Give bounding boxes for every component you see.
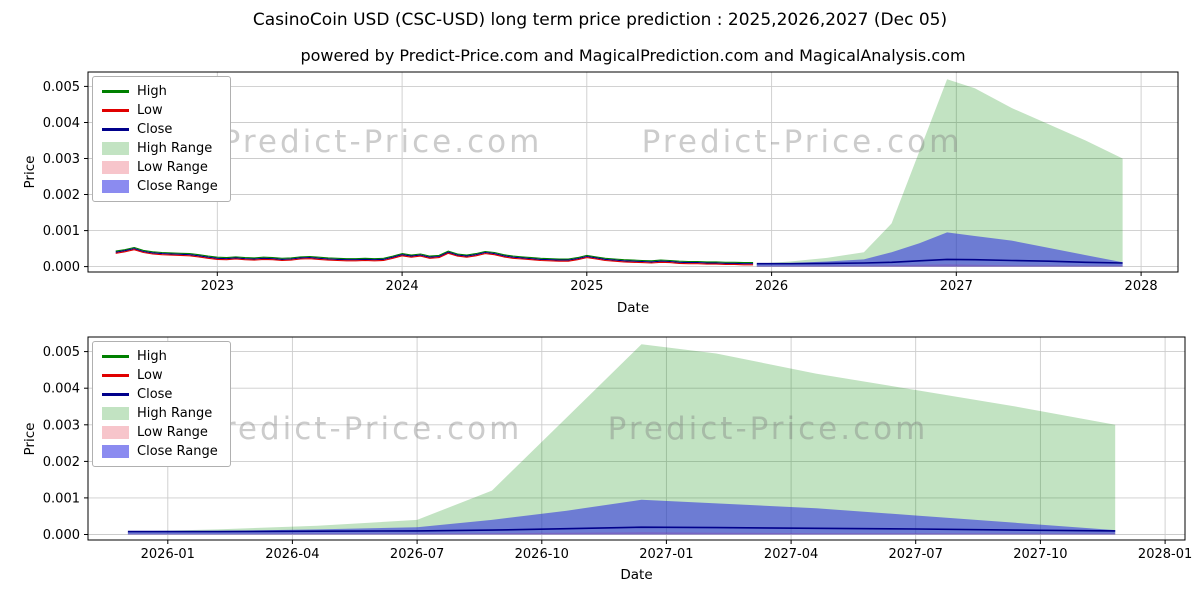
legend-swatch-high — [102, 355, 129, 358]
legend-item-close: Close — [102, 122, 218, 137]
x-tick-label: 2026-01 — [141, 547, 195, 562]
y-tick-label: 0.004 — [43, 382, 80, 397]
x-tick-label: 2027-01 — [639, 547, 693, 562]
legend-swatch-low-range — [102, 161, 129, 174]
prediction-close-line — [127, 526, 1116, 533]
legend-swatch-close — [102, 128, 129, 131]
bottom-chart-y-axis-label: Price — [22, 422, 38, 456]
legend-label: Close Range — [137, 444, 218, 459]
y-tick-label: 0.001 — [43, 491, 80, 506]
y-tick-label: 0.001 — [43, 224, 80, 239]
x-tick-label: 2026 — [755, 279, 788, 294]
top-chart-y-axis-label: Price — [22, 155, 38, 189]
legend-swatch-close-range — [102, 180, 129, 193]
legend-label: High Range — [137, 406, 213, 421]
legend-item-low-range: Low Range — [102, 160, 218, 175]
bottom-chart-legend: High Low Close High Range Low Range Close Ran… — [92, 341, 231, 467]
x-tick-label: 2024 — [386, 279, 419, 294]
x-tick-label: 2026-04 — [265, 547, 319, 562]
legend-label: Low — [137, 368, 163, 383]
bottom-chart: Predict-Price.com Predict-Price.com 2026-0… — [0, 325, 1200, 600]
x-tick-label: 2023 — [201, 279, 234, 294]
legend-label: Low — [137, 103, 163, 118]
watermark-text: Predict-Price.com — [608, 411, 929, 447]
x-tick-label: 2028 — [1125, 279, 1158, 294]
y-tick-label: 0.003 — [43, 152, 80, 167]
x-tick-label: 2028-01 — [1138, 547, 1192, 562]
high-line — [115, 246, 754, 264]
legend-item-low: Low — [102, 103, 218, 118]
legend-swatch-high-range — [102, 407, 129, 420]
legend-label: Low Range — [137, 425, 208, 440]
x-tick-label: 2027-07 — [889, 547, 943, 562]
legend-swatch-close-range — [102, 445, 129, 458]
figure-title: CasinoCoin USD (CSC-USD) long term price… — [252, 10, 948, 30]
y-tick-label: 0.002 — [43, 455, 80, 470]
legend-item-low: Low — [102, 368, 218, 383]
close-range-area — [756, 232, 1123, 267]
legend-label: Close — [137, 122, 173, 137]
legend-label: Low Range — [137, 160, 208, 175]
legend-label: Close — [137, 387, 173, 402]
watermark-text: Predict-Price.com — [642, 124, 963, 160]
top-chart-legend: High Low Close High Range Low Range Close Ran… — [92, 76, 231, 202]
bottom-chart-x-axis-label: Date — [620, 567, 653, 583]
y-tick-label: 0.000 — [43, 528, 80, 543]
legend-label: High Range — [137, 141, 213, 156]
top-chart-x-axis-label: Date — [616, 300, 650, 316]
legend-swatch-close — [102, 393, 129, 396]
high-range-area — [756, 79, 1123, 267]
bottom-chart-plot: Predict-Price.com Predict-Price.com 2026-0… — [43, 336, 1192, 562]
close-line — [115, 248, 754, 265]
legend-swatch-low — [102, 109, 129, 112]
plot-border — [87, 336, 1186, 541]
legend-item-high-range: High Range — [102, 141, 218, 156]
legend-label: High — [137, 349, 167, 364]
legend-label: High — [137, 84, 167, 99]
top-chart: Predict-Price.com Predict-Price.com 2023 20… — [0, 66, 1200, 325]
low-line — [115, 249, 754, 266]
y-tick-label: 0.004 — [43, 116, 80, 131]
x-tick-label: 2025 — [570, 279, 603, 294]
top-chart-plot: Predict-Price.com Predict-Price.com 2023 20… — [43, 71, 1179, 294]
x-tick-label: 2027 — [940, 279, 973, 294]
legend-item-close: Close — [102, 387, 218, 402]
legend-item-high: High — [102, 84, 218, 99]
legend-swatch-high-range — [102, 142, 129, 155]
y-tick-label: 0.003 — [43, 418, 80, 433]
watermark-text: Predict-Price.com — [202, 411, 523, 447]
prediction-close-line — [756, 258, 1123, 265]
x-tick-label: 2026-10 — [515, 547, 569, 562]
legend-item-high: High — [102, 349, 218, 364]
legend-swatch-high — [102, 90, 129, 93]
legend-item-close-range: Close Range — [102, 179, 218, 194]
y-tick-label: 0.002 — [43, 188, 80, 203]
y-tick-label: 0.005 — [43, 345, 80, 360]
legend-swatch-low — [102, 374, 129, 377]
legend-item-close-range: Close Range — [102, 444, 218, 459]
x-tick-label: 2027-10 — [1013, 547, 1067, 562]
watermark-text: Predict-Price.com — [222, 124, 543, 160]
legend-item-low-range: Low Range — [102, 425, 218, 440]
x-tick-label: 2026-07 — [390, 547, 444, 562]
x-tick-label: 2027-04 — [764, 547, 818, 562]
y-tick-label: 0.005 — [43, 80, 80, 95]
close-range-area — [127, 499, 1116, 535]
high-range-area — [127, 344, 1116, 535]
figure-subtitle: powered by Predict-Price.com and Magical… — [300, 46, 966, 65]
plot-border — [87, 71, 1179, 273]
y-tick-label: 0.000 — [43, 260, 80, 275]
legend-label: Close Range — [137, 179, 218, 194]
legend-item-high-range: High Range — [102, 406, 218, 421]
legend-swatch-low-range — [102, 426, 129, 439]
